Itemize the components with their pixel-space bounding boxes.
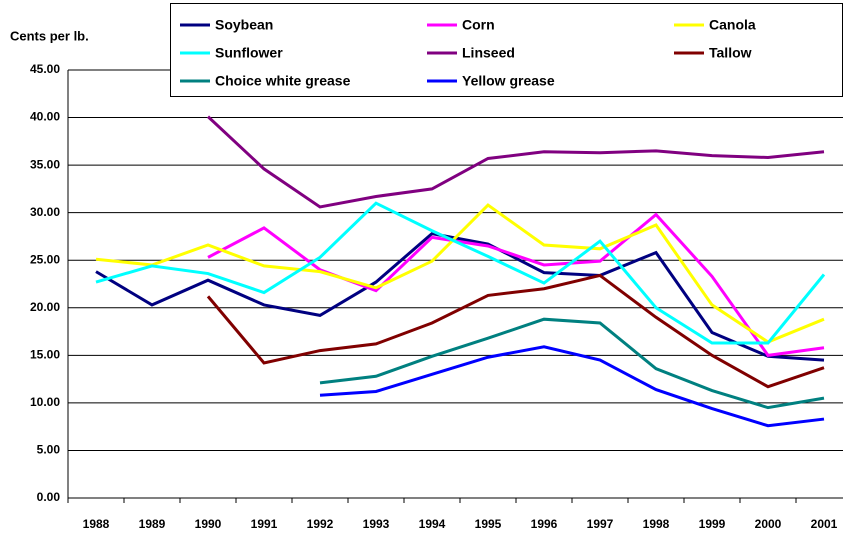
x-tick-label: 1988 (83, 517, 110, 531)
legend-label: Choice white grease (215, 73, 351, 89)
y-tick-label: 40.00 (30, 110, 60, 124)
x-tick-label: 1995 (475, 517, 502, 531)
y-tick-label: 30.00 (30, 205, 60, 219)
series-line (206, 115, 825, 209)
series-line (207, 212, 825, 357)
y-tick-label: 35.00 (30, 157, 60, 171)
legend-label: Linseed (462, 45, 515, 61)
legend-label: Soybean (215, 17, 273, 33)
x-tick-label: 1990 (195, 517, 222, 531)
series-line (95, 201, 826, 345)
x-tick-label: 1997 (587, 517, 614, 531)
y-tick-label: 5.00 (37, 443, 61, 457)
y-tick-label: 0.00 (37, 490, 61, 504)
legend-label: Corn (462, 17, 495, 33)
y-axis-label: Cents per lb. (10, 28, 89, 43)
legend-box (170, 3, 843, 97)
series-line (95, 231, 825, 362)
series-line (319, 317, 825, 410)
legend-label: Yellow grease (462, 73, 555, 89)
y-tick-label: 10.00 (30, 395, 60, 409)
legend-label: Sunflower (215, 45, 283, 61)
x-tick-label: 1993 (363, 517, 390, 531)
y-tick-label: 45.00 (30, 62, 60, 76)
x-tick-label: 1999 (699, 517, 726, 531)
x-tick-label: 1989 (139, 517, 166, 531)
series-line (95, 203, 825, 344)
x-tick-label: 2001 (811, 517, 838, 531)
series-line (206, 273, 825, 389)
x-tick-label: 1998 (643, 517, 670, 531)
x-tick-label: 1994 (419, 517, 446, 531)
x-tick-label: 1991 (251, 517, 278, 531)
y-tick-label: 20.00 (30, 300, 60, 314)
series-line (319, 345, 825, 428)
legend-label: Canola (709, 17, 756, 33)
legend-label: Tallow (709, 45, 752, 61)
x-tick-label: 1996 (531, 517, 558, 531)
y-tick-label: 25.00 (30, 252, 60, 266)
y-tick-label: 15.00 (30, 348, 60, 362)
x-tick-label: 1992 (307, 517, 334, 531)
x-tick-label: 2000 (755, 517, 782, 531)
